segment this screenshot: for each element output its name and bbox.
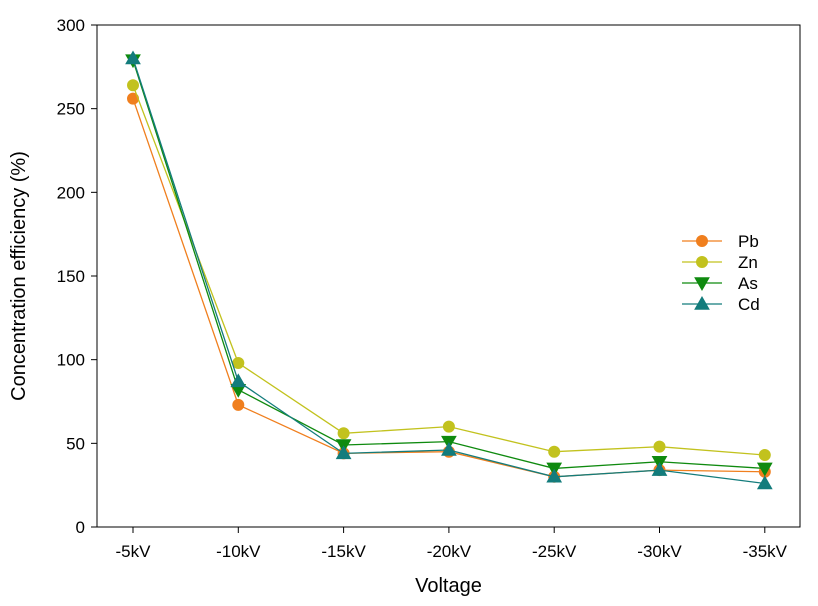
y-tick-label: 200 <box>57 183 85 202</box>
series-layer <box>125 50 773 490</box>
y-tick-labels: 0 50 100 150 200 250 300 <box>57 16 85 537</box>
legend-item-zn: Zn <box>682 253 758 272</box>
data-point-zn <box>653 440 666 453</box>
legend-item-as: As <box>682 274 758 293</box>
x-tick-label: -20kV <box>427 542 472 561</box>
y-tick-label: 250 <box>57 100 85 119</box>
x-tick-label: -5kV <box>116 542 152 561</box>
x-tick-label: -15kV <box>321 542 366 561</box>
data-point-cd <box>651 462 668 476</box>
series-line-zn <box>132 85 765 456</box>
y-tick-label: 0 <box>76 518 85 537</box>
data-point-cd <box>230 373 247 388</box>
legend-item-pb: Pb <box>682 232 759 251</box>
legend-marker <box>696 235 708 247</box>
x-tick-label: -30kV <box>637 542 682 561</box>
legend-marker <box>694 277 710 292</box>
x-tick-label: -35kV <box>743 542 788 561</box>
axis-ticks <box>91 24 766 533</box>
x-tick-label: -25kV <box>532 542 577 561</box>
data-point-cd <box>756 475 773 490</box>
x-tick-labels: -5kV -10kV -15kV -20kV -25kV -30kV -35kV <box>116 542 788 561</box>
data-point-cd <box>125 50 141 65</box>
y-tick-label: 300 <box>57 16 85 35</box>
data-point-zn <box>548 445 561 458</box>
x-tick-label: -10kV <box>216 542 261 561</box>
legend-label: Zn <box>738 253 758 272</box>
data-point-zn <box>758 449 771 462</box>
y-tick-label: 50 <box>66 434 85 453</box>
plot-frame <box>96 24 801 528</box>
data-point-pb <box>232 398 245 411</box>
legend-label: As <box>738 274 758 293</box>
series-zn <box>127 79 771 462</box>
legend-marker <box>694 295 710 310</box>
data-point-cd <box>441 442 457 456</box>
y-tick-label: 100 <box>57 351 85 370</box>
data-point-as <box>756 462 773 477</box>
y-axis-title: Concentration efficiency (%) <box>8 151 30 401</box>
data-point-zn <box>337 427 350 440</box>
legend-marker <box>696 256 708 268</box>
data-point-zn <box>127 79 139 92</box>
data-point-zn <box>232 357 245 370</box>
series-cd <box>125 50 773 490</box>
series-as <box>125 54 773 477</box>
series-line-pb <box>132 98 765 478</box>
data-point-zn <box>442 420 455 433</box>
series-line-as <box>132 59 765 470</box>
legend: Pb Zn As Cd <box>682 232 760 314</box>
y-tick-label: 150 <box>57 267 85 286</box>
data-point-cd <box>335 445 352 460</box>
legend-item-cd: Cd <box>682 295 760 314</box>
data-point-cd <box>546 468 563 483</box>
series-line-cd <box>132 58 765 485</box>
legend-label: Pb <box>738 232 759 251</box>
x-axis-title: Voltage <box>415 575 482 597</box>
legend-label: Cd <box>738 295 760 314</box>
